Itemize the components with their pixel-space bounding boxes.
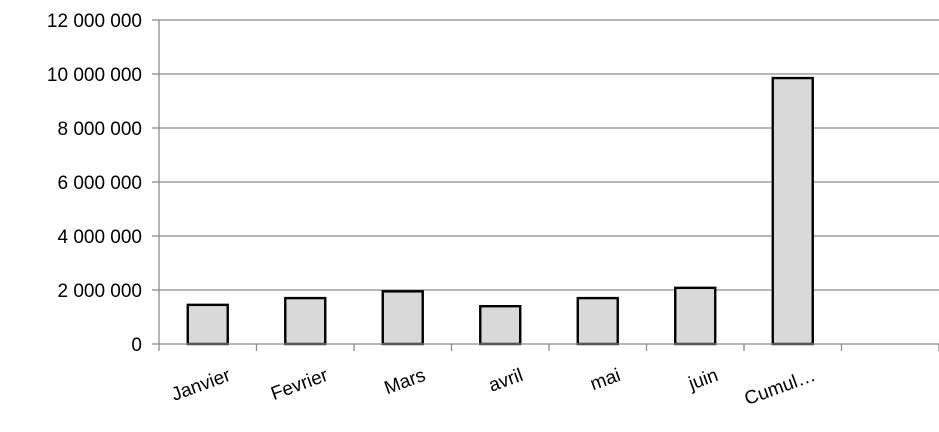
bars — [186, 76, 814, 346]
bar-Cumul… — [771, 76, 814, 346]
gridlines — [159, 19, 939, 291]
x-tick-label: Mars — [382, 365, 429, 399]
y-tick-label: 0 — [131, 335, 142, 356]
bar-avril — [479, 305, 522, 346]
x-axis-labels: Janvier Fevrier Mars avril mai juin Cumul… — [169, 365, 819, 410]
x-tick-label: Janvier — [169, 365, 234, 406]
y-axis-labels: 0 2 000 000 4 000 000 6 000 000 8 000 000 10 … — [47, 11, 142, 356]
bar-juin — [674, 286, 717, 346]
x-tick-label: juin — [685, 365, 721, 395]
x-tick-label: Fevrier — [268, 365, 331, 405]
y-tick-label: 2 000 000 — [57, 281, 142, 302]
y-tick-label: 10 000 000 — [47, 65, 142, 86]
y-tick-label: 4 000 000 — [57, 227, 142, 248]
x-tick-label: Cumul… — [742, 365, 819, 410]
y-axis-ticks — [152, 19, 159, 345]
bar-mai — [576, 296, 619, 346]
bar-Janvier — [186, 303, 229, 346]
y-tick-label: 12 000 000 — [47, 11, 142, 32]
x-tick-label: mai — [587, 365, 623, 395]
bar-Mars — [381, 290, 424, 346]
bar-Fevrier — [284, 296, 327, 346]
x-axis-ticks — [158, 344, 939, 351]
y-tick-label: 6 000 000 — [57, 173, 142, 194]
x-tick-label: avril — [486, 365, 526, 397]
y-tick-label: 8 000 000 — [57, 119, 142, 140]
